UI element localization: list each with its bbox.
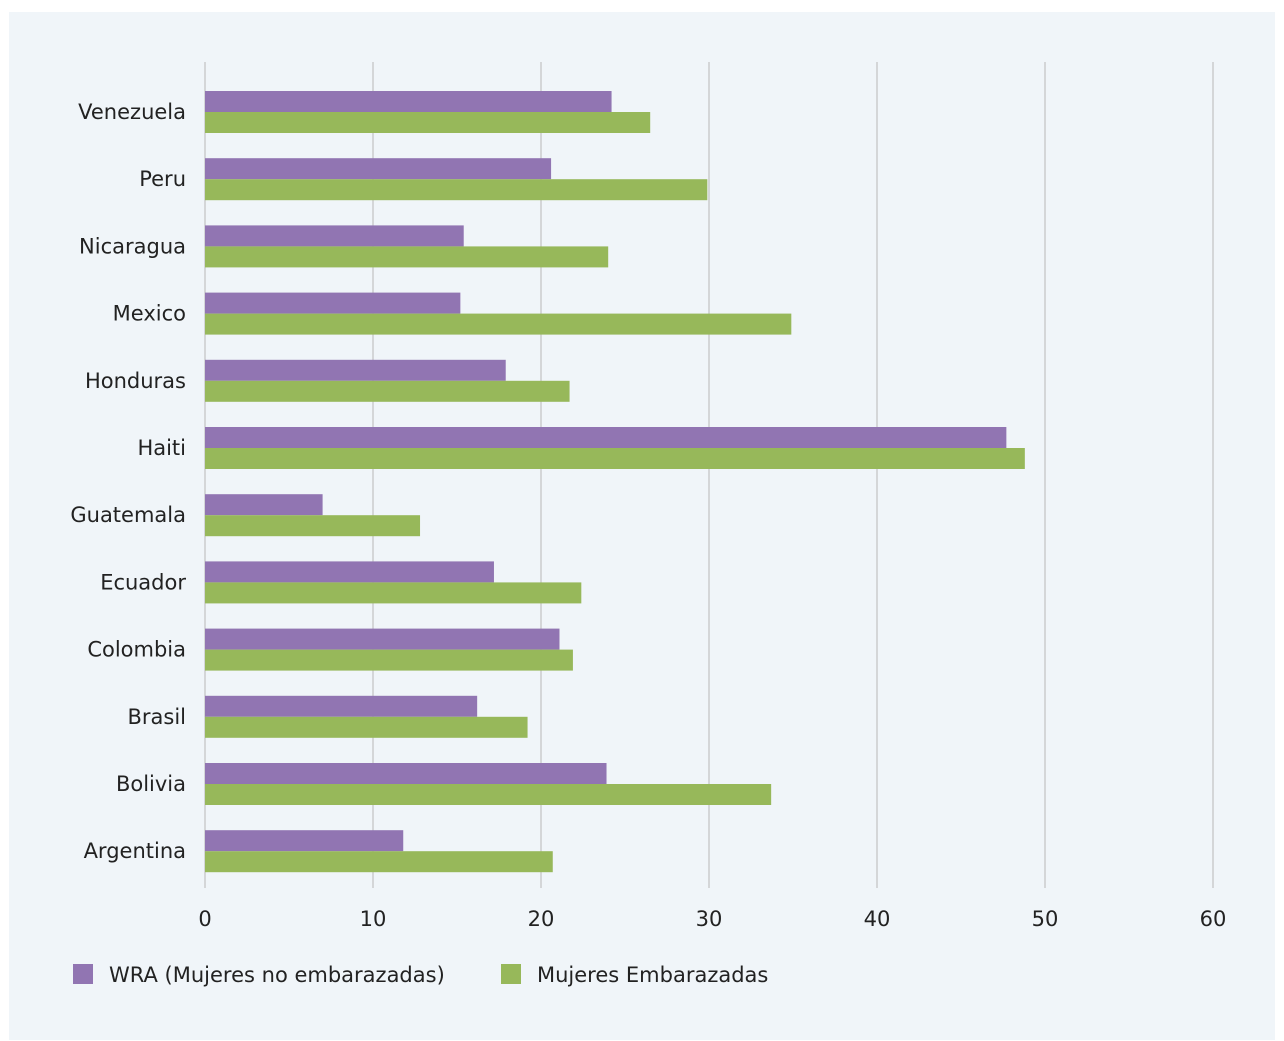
- x-tick-labels: 0 10 20 30 40 50 60: [198, 907, 1226, 931]
- x-tick-label: 10: [360, 907, 387, 931]
- bar-ecuador-series-2: [205, 582, 582, 604]
- bar-venezuela-series-1: [205, 91, 612, 112]
- bar-honduras-series-1: [205, 359, 506, 381]
- bar-venezuela-series-2: [205, 112, 651, 133]
- bar-guatemala-series-2: [205, 515, 421, 537]
- category-label: Argentina: [84, 839, 186, 863]
- legend: WRA (Mujeres no embarazadas) Mujeres Emba…: [73, 963, 768, 987]
- bar-honduras-series-2: [205, 380, 570, 402]
- bar-argentina-series-1: [205, 830, 404, 852]
- x-tick-label: 60: [1200, 907, 1227, 931]
- bars: [205, 91, 1025, 873]
- bar-nicaragua-series-1: [205, 225, 464, 247]
- bar-ecuador-series-1: [205, 561, 494, 583]
- legend-label-series-1: WRA (Mujeres no embarazadas): [109, 963, 445, 987]
- category-label: Haiti: [137, 436, 186, 460]
- bar-haiti-series-1: [205, 427, 1007, 448]
- bar-mexico-series-1: [205, 292, 461, 314]
- category-label: Nicaragua: [79, 234, 186, 258]
- bar-guatemala-series-1: [205, 494, 323, 516]
- bar-chart: Venezuela Peru Nicaragua Mexico Honduras Hait…: [70, 62, 1226, 987]
- bar-colombia-series-1: [205, 628, 560, 650]
- x-tick-label: 20: [528, 907, 555, 931]
- bar-brasil-series-1: [205, 695, 478, 717]
- x-tick-label: 40: [864, 907, 891, 931]
- bar-nicaragua-series-2: [205, 246, 609, 268]
- category-label: Peru: [139, 167, 186, 191]
- bar-peru-series-2: [205, 179, 708, 201]
- category-label: Bolivia: [116, 772, 186, 796]
- category-label: Mexico: [113, 302, 186, 326]
- bar-colombia-series-2: [205, 649, 573, 671]
- bar-mexico-series-2: [205, 313, 792, 335]
- x-tick-label: 30: [696, 907, 723, 931]
- category-label: Guatemala: [70, 503, 186, 527]
- x-tick-label: 0: [198, 907, 211, 931]
- legend-swatch-series-1: [73, 964, 93, 984]
- category-label: Venezuela: [78, 100, 186, 124]
- bar-haiti-series-2: [205, 448, 1025, 469]
- bar-peru-series-1: [205, 158, 552, 180]
- category-labels: Venezuela Peru Nicaragua Mexico Honduras Hait…: [70, 100, 186, 863]
- category-label: Ecuador: [100, 570, 186, 594]
- x-tick-label: 50: [1032, 907, 1059, 931]
- legend-label-series-2: Mujeres Embarazadas: [537, 963, 768, 987]
- category-label: Brasil: [127, 705, 186, 729]
- bar-bolivia-series-1: [205, 763, 607, 784]
- chart-panel: Venezuela Peru Nicaragua Mexico Honduras Hait…: [9, 12, 1275, 1040]
- category-label: Honduras: [85, 369, 186, 393]
- bar-bolivia-series-2: [205, 784, 772, 805]
- bar-brasil-series-2: [205, 716, 528, 738]
- bar-argentina-series-2: [205, 851, 553, 873]
- category-label: Colombia: [87, 638, 186, 662]
- legend-swatch-series-2: [501, 964, 521, 984]
